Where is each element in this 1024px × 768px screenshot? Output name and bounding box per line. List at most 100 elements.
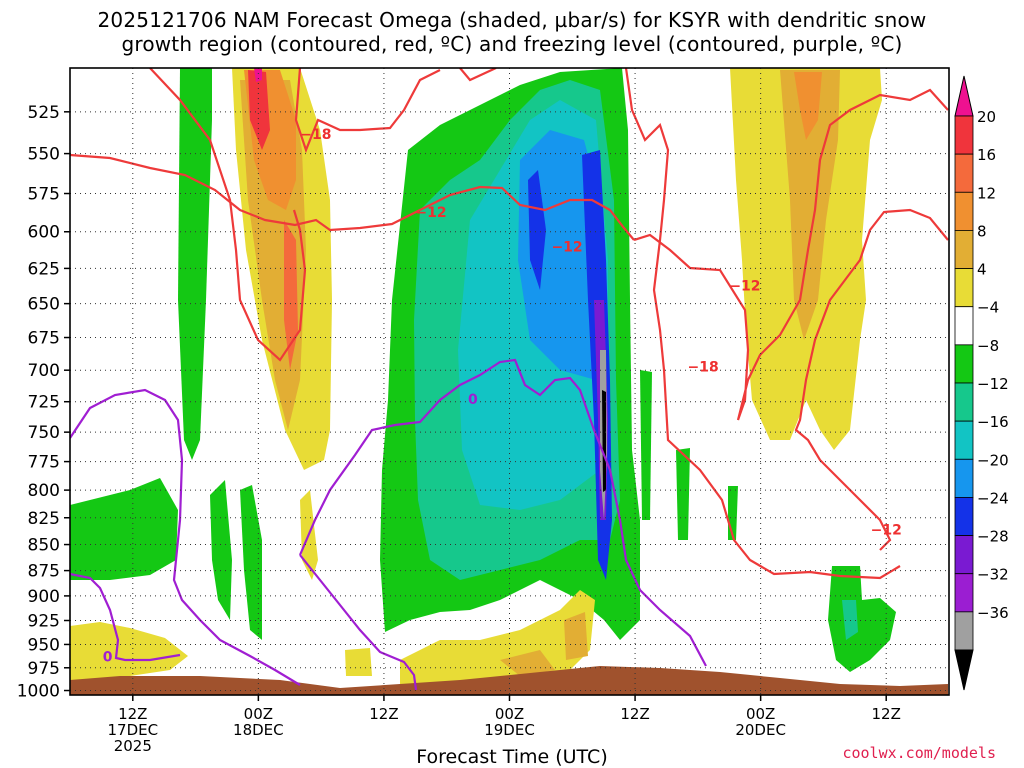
freezing-contour (70, 572, 181, 662)
omega-region (728, 486, 738, 540)
colorbar-bin (954, 115, 974, 155)
omega-region (676, 448, 690, 540)
colorbar-label: −16 (977, 413, 1009, 431)
omega-region (70, 478, 178, 580)
y-tick-label: 625 (28, 259, 60, 279)
colorbar-bin (954, 535, 974, 575)
colorbar-bin (954, 497, 974, 536)
x-tick-label: 2025 (114, 737, 152, 755)
x-tick-label: 12Z (872, 705, 901, 723)
omega-region (564, 612, 588, 660)
contour-label: −12 (551, 240, 582, 256)
colorbar: 20 16 12 8 4 −4 −8 −12 −16 −20 −24 −28 −32 −36 (954, 75, 1009, 691)
colorbar-label: −24 (977, 489, 1009, 507)
y-tick-label: 925 (28, 612, 60, 632)
colorbar-label: −8 (977, 337, 999, 355)
colorbar-label: 16 (977, 146, 996, 164)
colorbar-top-arrow (954, 75, 974, 117)
dgz-contour (294, 68, 441, 154)
colorbar-label: 20 (977, 108, 996, 126)
colorbar-bin (954, 382, 974, 422)
freezing-contour (70, 388, 301, 686)
dgz-contour (624, 68, 901, 580)
colorbar-label: −20 (977, 451, 1009, 469)
dgz-contour (70, 153, 635, 241)
omega-region (254, 68, 262, 82)
colorbar-label: −36 (977, 604, 1009, 622)
omega-region (345, 648, 372, 676)
omega-region (248, 70, 270, 150)
y-tick-label: 700 (28, 361, 60, 381)
chart-title-line1: 2025121706 NAM Forecast Omega (shaded, µ… (97, 8, 927, 32)
x-tick-label: 20DEC (735, 721, 786, 739)
contour-label: 0 (103, 650, 113, 666)
y-tick-label: 675 (28, 329, 60, 349)
x-tick-label: 00Z (746, 705, 775, 723)
y-tick-label: 600 (28, 223, 60, 243)
y-tick-label: 525 (28, 103, 60, 123)
chart-title-line2: growth region (contoured, red, ºC) and f… (121, 32, 903, 56)
x-tick-label: 00Z (244, 705, 273, 723)
colorbar-bin (954, 230, 974, 269)
colorbar-label: −32 (977, 566, 1009, 584)
colorbar-label: −4 (977, 299, 999, 317)
colorbar-bin (954, 573, 974, 613)
y-tick-label: 575 (28, 185, 60, 205)
omega-region (70, 622, 188, 680)
omega-region (178, 68, 212, 460)
colorbar-label: −28 (977, 528, 1009, 546)
omega-region (842, 600, 858, 640)
freezing-contour (298, 358, 707, 667)
contour-label: −18 (687, 359, 718, 375)
contour-label: −18 (300, 127, 331, 143)
x-tick-label: 12Z (118, 705, 147, 723)
colorbar-bin (954, 420, 974, 460)
omega-region (284, 220, 298, 370)
contour-label: −12 (871, 523, 902, 539)
colorbar-label: −12 (977, 375, 1009, 393)
colorbar-label: 12 (977, 184, 996, 202)
y-tick-label: 775 (28, 453, 60, 473)
y-tick-label: 950 (28, 635, 60, 655)
dgz-contour (149, 68, 307, 362)
omega-region (794, 72, 822, 140)
x-tick-label: 12Z (620, 705, 649, 723)
y-tick-label: 1000 (17, 682, 60, 702)
dgz-contour (459, 68, 497, 82)
y-tick-label: 650 (28, 295, 60, 315)
y-tick-label: 825 (28, 509, 60, 529)
y-tick-label: 550 (28, 145, 60, 165)
contour-label: −12 (729, 278, 760, 294)
colorbar-bin (954, 191, 974, 231)
colorbar-bottom-arrow (954, 649, 974, 691)
x-tick-label: 18DEC (233, 721, 284, 739)
omega-shading (70, 68, 896, 684)
contour-label: −12 (415, 205, 446, 221)
colorbar-label: 8 (977, 222, 987, 240)
omega-region (780, 70, 840, 340)
colorbar-bin (954, 153, 974, 193)
x-tick-label: 00Z (495, 705, 524, 723)
omega-region (500, 650, 555, 676)
freezing-contour (299, 554, 418, 691)
dgz-contour (794, 208, 949, 551)
omega-region (640, 370, 652, 520)
dgz-contour (633, 88, 949, 421)
contour-labels: −18 −12 −12 −12 −18 −12 0 0 (103, 127, 902, 666)
y-tick-label: 800 (28, 481, 60, 501)
y-tick-label: 725 (28, 393, 60, 413)
colorbar-label: 4 (977, 261, 987, 279)
colorbar-bin (954, 611, 974, 651)
contour-label: 0 (468, 392, 478, 408)
x-tick-label: 19DEC (484, 721, 535, 739)
omega-region (528, 170, 546, 290)
colorbar-bin (954, 268, 974, 308)
y-tick-label: 875 (28, 562, 60, 582)
omega-region (240, 485, 262, 640)
y-tick-label: 850 (28, 536, 60, 556)
credit-text: coolwx.com/models (842, 744, 996, 762)
x-tick-label: 12Z (369, 705, 398, 723)
y-tick-label: 975 (28, 659, 60, 679)
x-axis-title: Forecast Time (UTC) (416, 746, 608, 768)
